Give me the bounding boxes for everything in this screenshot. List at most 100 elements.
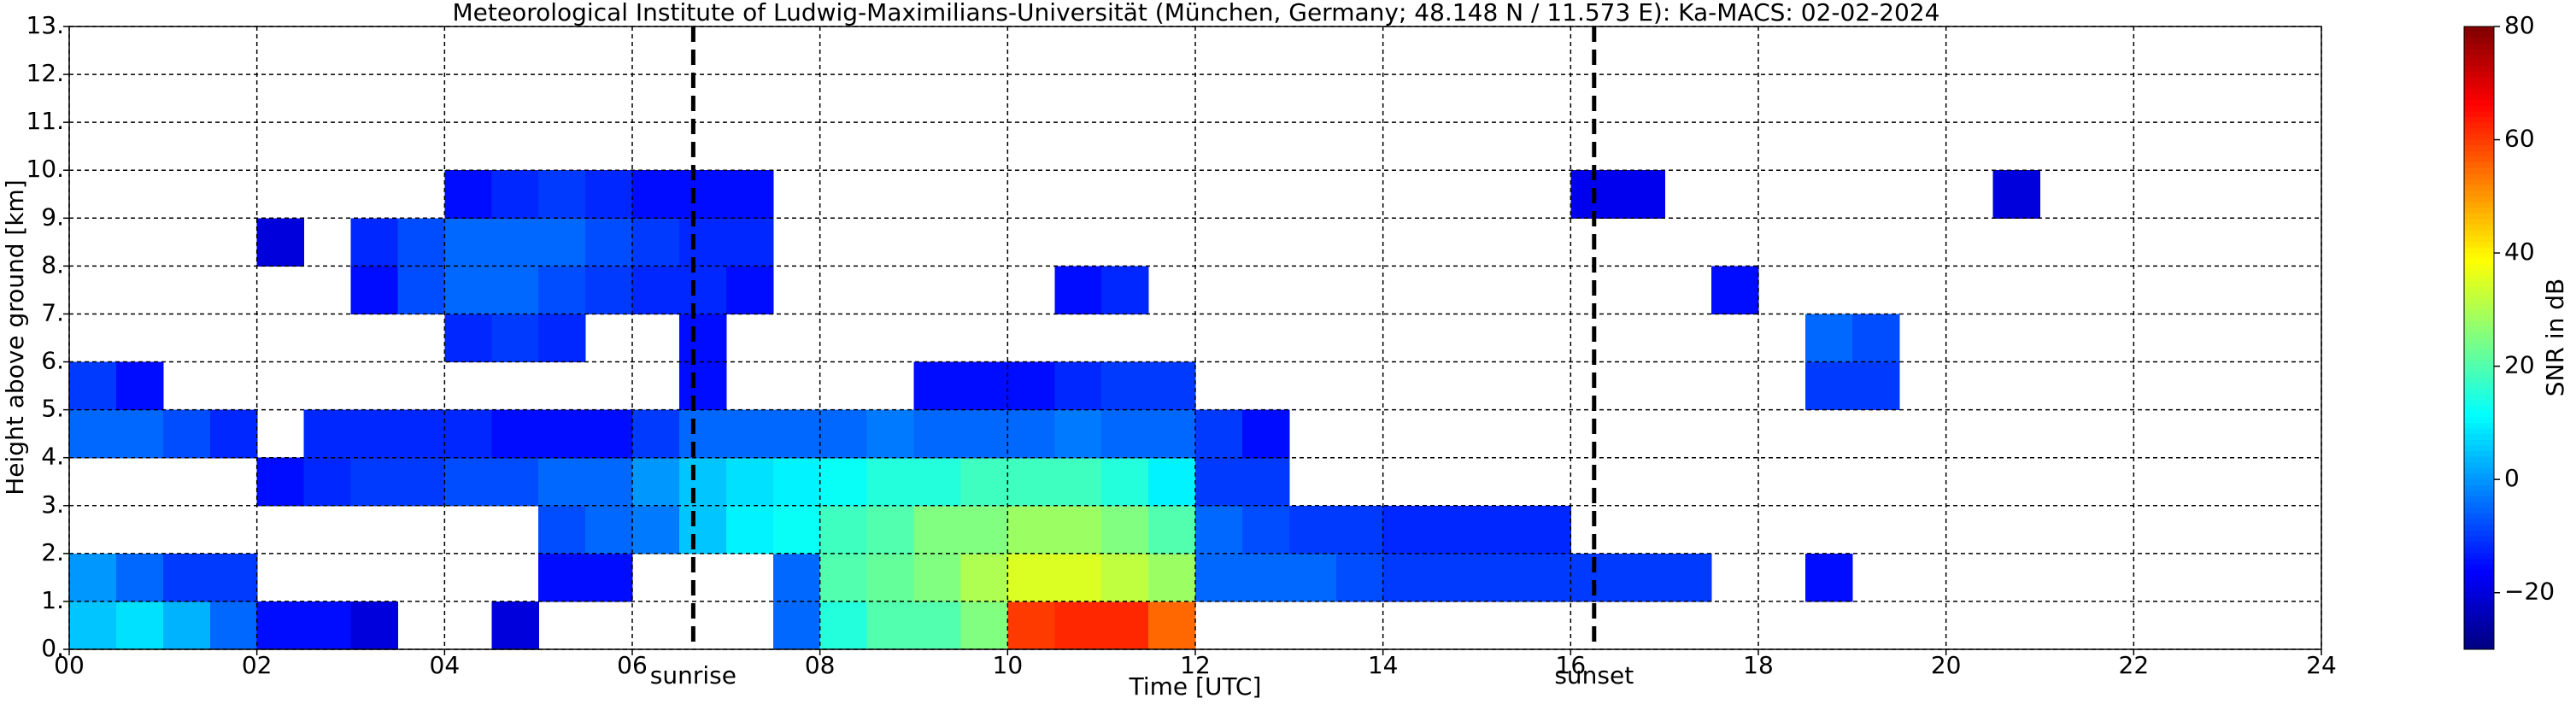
cell [678, 361, 727, 411]
colorbar-band [2464, 100, 2494, 107]
colorbar-band [2464, 366, 2494, 373]
field [69, 170, 2041, 650]
cell [772, 553, 821, 602]
cell [1054, 266, 1102, 315]
colorbar-band [2464, 564, 2494, 571]
cell [350, 601, 399, 650]
colorbar-band [2464, 513, 2494, 520]
cell [1007, 457, 1055, 507]
colorbar-band [2464, 292, 2494, 299]
cell [913, 553, 962, 602]
colorbar-band [2464, 162, 2494, 169]
colorbar-band [2464, 281, 2494, 288]
colorbar-band [2464, 496, 2494, 503]
cell [913, 601, 962, 650]
colorbar-band [2464, 417, 2494, 424]
cell [162, 553, 211, 602]
cell [538, 314, 586, 363]
colorbar-band [2464, 355, 2494, 361]
cell [725, 218, 774, 267]
colorbar-band [2464, 377, 2494, 384]
cell [1851, 361, 1900, 411]
cell [866, 553, 915, 602]
cell [1007, 601, 1055, 650]
colorbar-band [2464, 400, 2494, 407]
cell [960, 409, 1008, 459]
cell [1101, 266, 1149, 315]
colorbar-band [2464, 128, 2494, 135]
colorbar-band [2464, 558, 2494, 566]
cell [678, 314, 727, 363]
cell [69, 409, 117, 459]
cell [1382, 553, 1431, 602]
colorbar-band [2464, 55, 2494, 62]
colorbar-tick-label: −20 [2504, 578, 2555, 606]
cell [491, 409, 539, 459]
colorbar-band [2464, 72, 2494, 79]
colorbar-band [2464, 94, 2494, 101]
colorbar-band [2464, 456, 2494, 463]
colorbar-band [2464, 196, 2494, 203]
cell [1054, 409, 1102, 459]
cell [444, 170, 492, 219]
colorbar-band [2464, 575, 2494, 583]
colorbar-band [2464, 77, 2494, 84]
y-tick-label: 11. [26, 107, 64, 135]
cell [772, 505, 821, 554]
colorbar-band [2464, 331, 2494, 339]
cell [350, 218, 399, 267]
cell [444, 266, 492, 315]
colorbar-band [2464, 428, 2494, 435]
x-tick-label: 12 [1180, 651, 1211, 679]
colorbar-band [2464, 213, 2494, 220]
colorbar-band [2464, 570, 2494, 577]
colorbar-band [2464, 32, 2494, 38]
cell [960, 553, 1008, 602]
y-tick-label: 0. [41, 634, 64, 662]
colorbar-band [2464, 451, 2494, 458]
colorbar-band [2464, 411, 2494, 418]
y-tick-label: 10. [26, 155, 64, 183]
colorbar-band [2464, 592, 2494, 599]
colorbar-band [2464, 547, 2494, 554]
cell [1429, 505, 1478, 554]
cell [115, 601, 164, 650]
colorbar-band [2464, 542, 2494, 549]
plot-frame [68, 26, 2322, 650]
colorbar-band [2464, 553, 2494, 560]
cell [1101, 457, 1149, 507]
y-tick-label: 3. [41, 490, 64, 519]
annotation-label: sunset [1554, 661, 1634, 689]
colorbar-band [2464, 389, 2494, 396]
cell [209, 409, 258, 459]
colorbar-band [2464, 530, 2494, 537]
colorbar-band [2464, 179, 2494, 186]
colorbar-band [2464, 241, 2494, 249]
colorbar-frame [2463, 26, 2495, 650]
cell [960, 361, 1008, 411]
cell [162, 601, 211, 650]
colorbar-band [2464, 598, 2494, 605]
colorbar-band [2464, 156, 2494, 163]
chart-title: Meteorological Institute of Ludwig-Maxim… [452, 0, 1939, 26]
cell [1148, 505, 1196, 554]
cell [1851, 314, 1900, 363]
cell [1241, 409, 1290, 459]
cell [209, 601, 258, 650]
cell [1241, 553, 1290, 602]
cell [115, 409, 164, 459]
colorbar-band [2464, 298, 2494, 305]
cell [632, 409, 680, 459]
colorbar-band [2464, 111, 2494, 118]
colorbar-band [2464, 224, 2494, 232]
cell [1054, 361, 1102, 411]
x-axis-label: Time [UTC] [1129, 672, 1262, 701]
cell [819, 409, 868, 459]
x-tick-label: 10 [993, 651, 1024, 679]
cell [69, 361, 117, 411]
cell [491, 266, 539, 315]
cell [1664, 553, 1712, 602]
colorbar-band [2464, 208, 2494, 214]
cell [678, 457, 727, 507]
colorbar-band [2464, 383, 2494, 390]
